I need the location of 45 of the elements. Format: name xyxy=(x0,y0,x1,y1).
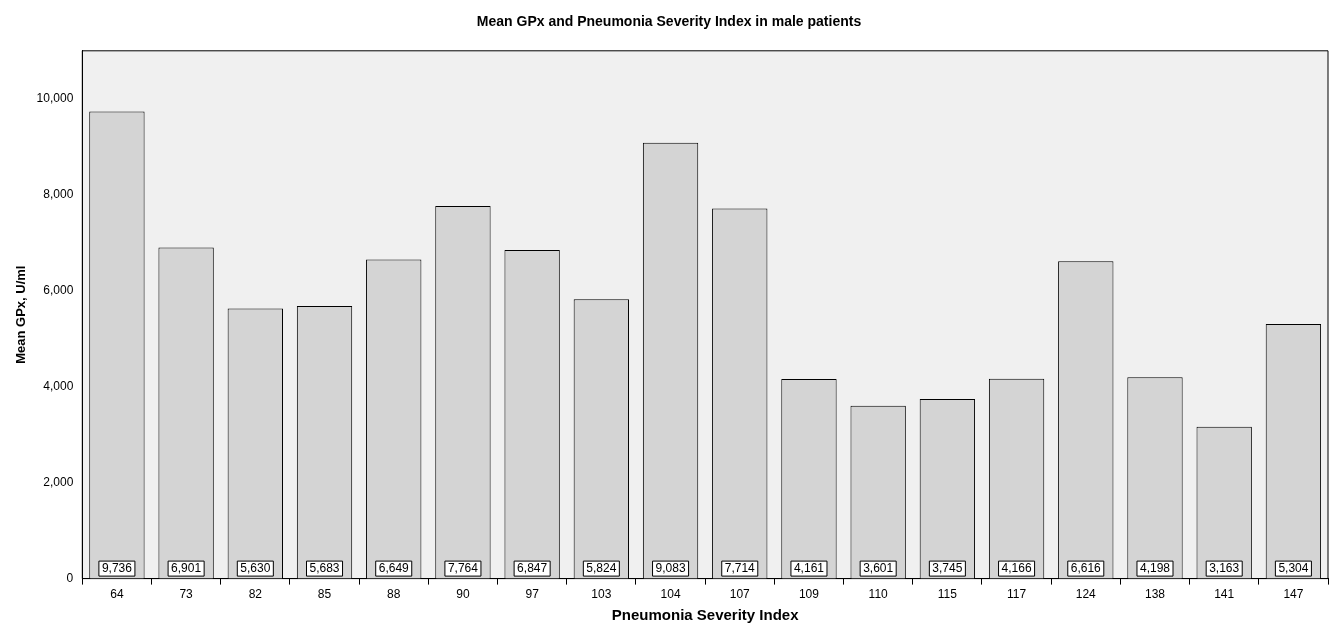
data-label: 4,166 xyxy=(1001,560,1032,575)
x-tick-label: 103 xyxy=(591,587,612,602)
y-tick-label: 2,000 xyxy=(43,474,74,489)
x-tick-label: 117 xyxy=(1007,587,1027,602)
x-tick-label: 97 xyxy=(525,587,540,602)
x-tick-label: 110 xyxy=(868,587,889,602)
chart-title: Mean GPx and Pneumonia Severity Index in male patients xyxy=(476,13,862,30)
x-tick-label: 104 xyxy=(660,587,681,602)
data-label: 5,630 xyxy=(240,560,271,575)
y-tick-label: 10,000 xyxy=(36,91,74,106)
data-label: 5,683 xyxy=(309,560,340,575)
data-label: 7,764 xyxy=(447,560,479,575)
y-tick-label: 4,000 xyxy=(43,378,74,393)
data-label: 9,736 xyxy=(101,560,133,575)
data-label: 3,163 xyxy=(1209,560,1240,575)
x-tick-label: 82 xyxy=(248,587,263,602)
data-label: 9,083 xyxy=(655,560,686,575)
x-tick-label: 90 xyxy=(456,587,470,602)
y-axis-title: Mean GPx, U/ml xyxy=(13,265,29,364)
x-tick-label: 85 xyxy=(317,587,332,602)
data-label: 4,198 xyxy=(1139,560,1171,575)
y-tick-label: 0 xyxy=(66,570,74,585)
x-tick-label: 147 xyxy=(1283,587,1304,602)
x-tick-label: 124 xyxy=(1075,587,1097,602)
data-label: 6,847 xyxy=(517,560,548,575)
y-tick-label: 8,000 xyxy=(43,187,74,202)
x-tick-label: 64 xyxy=(110,587,124,602)
y-tick-label: 6,000 xyxy=(43,283,74,298)
x-tick-label: 107 xyxy=(729,587,751,602)
x-tick-label: 109 xyxy=(798,587,820,602)
data-label: 6,649 xyxy=(378,560,410,575)
data-label: 6,901 xyxy=(171,560,202,575)
data-label: 7,714 xyxy=(724,560,756,575)
data-label: 5,304 xyxy=(1278,560,1309,575)
x-axis-title: Pneumonia Severity Index xyxy=(611,606,800,624)
x-tick-label: 115 xyxy=(937,587,958,602)
data-label: 3,601 xyxy=(863,560,894,575)
x-tick-label: 138 xyxy=(1144,587,1166,602)
data-label: 3,745 xyxy=(932,560,963,575)
data-label: 5,824 xyxy=(586,560,617,575)
data-label: 6,616 xyxy=(1070,560,1102,575)
x-tick-label: 88 xyxy=(387,587,401,602)
data-label: 4,161 xyxy=(793,560,825,575)
x-tick-label: 73 xyxy=(179,587,194,602)
x-tick-label: 141 xyxy=(1214,587,1235,602)
